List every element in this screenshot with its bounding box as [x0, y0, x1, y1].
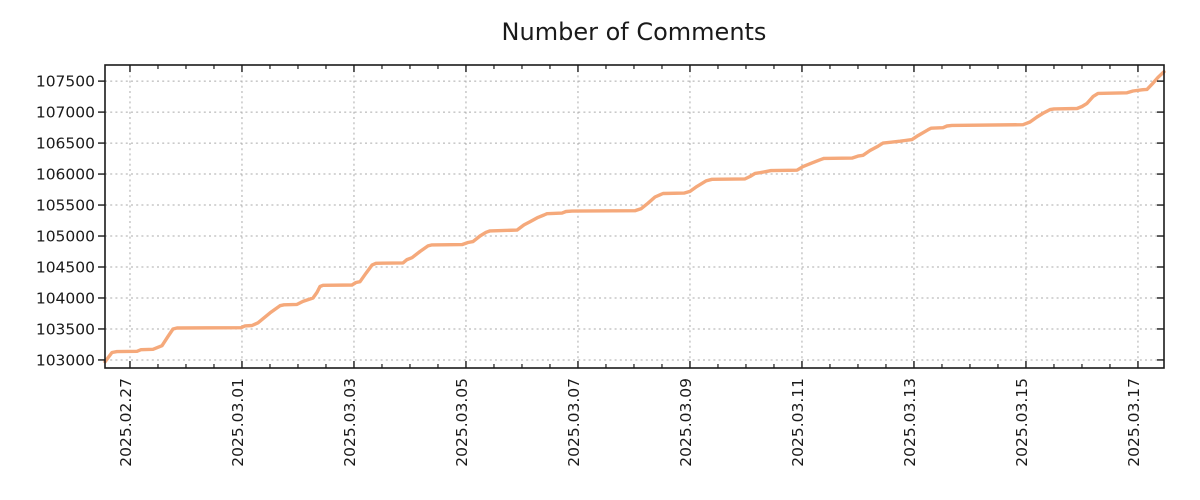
comments-series-line: [103, 70, 1166, 364]
y-tick-label: 104500: [36, 259, 95, 277]
y-tick-label: 105000: [36, 228, 95, 246]
y-tick-label: 106000: [36, 166, 95, 184]
y-tick-label: 103500: [36, 320, 95, 338]
plot-frame: [104, 64, 1165, 369]
y-tick-label: 105500: [36, 197, 95, 215]
x-tick-label: 2025.03.01: [229, 378, 247, 467]
x-tick-label: 2025.02.27: [117, 378, 135, 467]
tick-layer: [98, 65, 1164, 368]
axes-frame: [104, 64, 1165, 369]
x-tick-label: 2025.03.17: [1125, 378, 1143, 467]
x-tick-label: 2025.03.11: [789, 378, 807, 467]
grid-layer: [105, 65, 1164, 368]
tick-labels-layer: 103000 103500 104000 104500 105000 105500 1060…: [36, 73, 1143, 467]
y-tick-label: 104000: [36, 289, 95, 307]
x-tick-label: 2025.03.09: [677, 378, 695, 467]
x-tick-label: 2025.03.03: [341, 378, 359, 467]
x-tick-label: 2025.03.15: [1013, 378, 1031, 467]
x-tick-label: 2025.03.05: [453, 378, 471, 467]
y-tick-label: 107500: [36, 73, 95, 91]
y-tick-label: 103000: [36, 351, 95, 369]
x-tick-label: 2025.03.13: [901, 378, 919, 467]
y-tick-label: 106500: [36, 135, 95, 153]
series-line-layer: [103, 70, 1166, 364]
x-tick-label: 2025.03.07: [565, 378, 583, 467]
y-tick-label: 107000: [36, 104, 95, 122]
chart-title: Number of Comments: [502, 18, 767, 46]
